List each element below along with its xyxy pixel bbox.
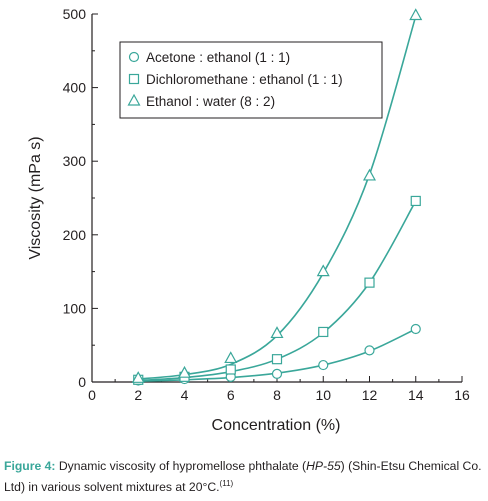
data-point-square bbox=[225, 364, 236, 375]
caption-text-part-1: Dynamic viscosity of hypromellose phthal… bbox=[55, 459, 307, 473]
x-axis-title: Concentration (%) bbox=[212, 417, 341, 434]
axes: 0 2 4 6 8 10 12 14 16 0 100 200 300 400 500 bbox=[63, 6, 470, 403]
legend-label: Ethanol : water (8 : 2) bbox=[146, 94, 275, 109]
data-point-triangle bbox=[224, 351, 238, 364]
y-tick-label: 100 bbox=[63, 300, 87, 316]
data-point-triangle bbox=[131, 371, 145, 383]
y-tick-label: 0 bbox=[78, 374, 86, 390]
data-point-triangle bbox=[316, 264, 330, 277]
data-point-circle bbox=[410, 323, 421, 335]
y-tick-label: 200 bbox=[63, 227, 87, 243]
x-tick-label: 2 bbox=[134, 387, 142, 403]
y-tick-label: 400 bbox=[63, 80, 87, 96]
x-tick-label: 4 bbox=[181, 387, 189, 403]
x-tick-label: 14 bbox=[408, 387, 424, 403]
caption-label: Figure 4: bbox=[4, 459, 56, 473]
data-point-triangle bbox=[362, 168, 377, 181]
data-point-circle bbox=[364, 345, 375, 356]
caption-product-name: HP-55 bbox=[306, 459, 341, 473]
figure-caption: Figure 4: Dynamic viscosity of hypromell… bbox=[4, 458, 484, 496]
legend-marker-circle bbox=[128, 51, 140, 63]
legend-label: Acetone : ethanol (1 : 1) bbox=[146, 50, 290, 65]
x-tick-label: 8 bbox=[273, 387, 281, 403]
y-tick-label: 500 bbox=[63, 6, 87, 22]
data-point-circle bbox=[318, 359, 329, 371]
legend-label: Dichloromethane : ethanol (1 : 1) bbox=[146, 72, 343, 87]
data-point-square bbox=[364, 277, 375, 288]
y-tick-label: 300 bbox=[63, 153, 87, 169]
data-point-square bbox=[271, 354, 283, 365]
series-line-square bbox=[138, 200, 417, 382]
x-tick-label: 16 bbox=[454, 387, 470, 403]
x-tick-label: 12 bbox=[362, 387, 378, 403]
data-point-circle bbox=[271, 368, 283, 380]
x-tick-label: 6 bbox=[227, 387, 235, 403]
legend-box bbox=[119, 41, 383, 119]
data-markers bbox=[131, 8, 423, 386]
caption-text-part-2: ) (Shin-Etsu Chemical Co. Ltd) in variou… bbox=[4, 459, 482, 495]
legend-marker-square bbox=[128, 73, 140, 85]
legend: Acetone : ethanol (1 : 1) Dichloromethane… bbox=[119, 41, 383, 119]
x-tick-label: 0 bbox=[88, 387, 96, 403]
data-point-triangle bbox=[270, 326, 284, 339]
x-tick-label: 10 bbox=[315, 387, 331, 403]
data-point-square bbox=[410, 195, 421, 207]
data-point-square bbox=[318, 326, 329, 338]
y-axis-title: Viscosity (mPa s) bbox=[27, 136, 44, 259]
data-point-triangle bbox=[409, 8, 423, 21]
legend-marker-triangle bbox=[127, 93, 141, 106]
data-point-triangle bbox=[177, 365, 192, 378]
caption-reference: (11) bbox=[219, 479, 234, 488]
viscosity-chart: 0 2 4 6 8 10 12 14 16 0 100 200 300 400 500 Acetone : … bbox=[27, 6, 470, 434]
